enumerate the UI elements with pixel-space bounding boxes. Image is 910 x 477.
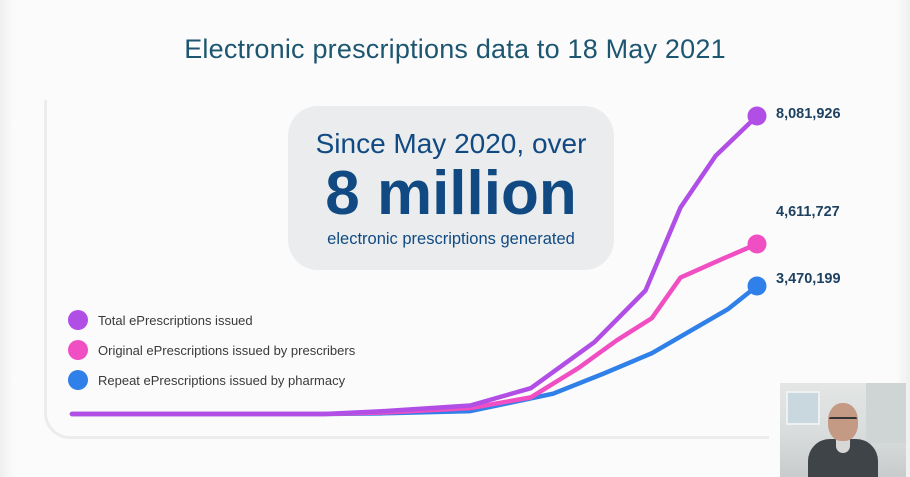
webcam-window [786, 391, 820, 425]
legend-dot-original [68, 340, 88, 360]
callout-box: Since May 2020, over 8 million electroni… [288, 106, 614, 270]
chart-frame [44, 100, 769, 439]
callout-figure: 8 million [325, 159, 577, 228]
series-end-point-repeat [747, 276, 767, 296]
legend-item-total: Total ePrescriptions issued [68, 305, 355, 335]
legend-label-repeat: Repeat ePrescriptions issued by pharmacy [98, 372, 346, 388]
callout-caption: electronic prescriptions generated [327, 230, 575, 248]
legend-label-total: Total ePrescriptions issued [98, 312, 253, 328]
webcam-wall [866, 383, 906, 443]
end-label-original: 4,611,727 [776, 204, 840, 220]
legend-label-original: Original ePrescriptions issued by prescr… [98, 342, 356, 358]
slide-title: Electronic prescriptions data to 18 May … [184, 34, 726, 64]
presenter-collar [836, 439, 850, 453]
series-end-point-original [747, 234, 767, 254]
series-line-total [69, 113, 760, 417]
presenter-glasses [829, 417, 857, 424]
end-label-repeat: 3,470,199 [776, 271, 841, 287]
legend-dot-repeat [68, 370, 88, 390]
legend: Total ePrescriptions issued Original ePr… [68, 305, 355, 395]
presenter-head [828, 403, 858, 441]
legend-item-original: Original ePrescriptions issued by prescr… [68, 335, 355, 365]
callout-intro: Since May 2020, over [315, 128, 587, 159]
legend-dot-total [68, 310, 88, 330]
legend-item-repeat: Repeat ePrescriptions issued by pharmacy [68, 365, 355, 395]
end-label-total: 8,081,926 [776, 106, 841, 122]
slide-left-edge [0, 0, 14, 477]
series-end-point-total [747, 106, 767, 126]
presenter-webcam-thumbnail [780, 383, 906, 477]
